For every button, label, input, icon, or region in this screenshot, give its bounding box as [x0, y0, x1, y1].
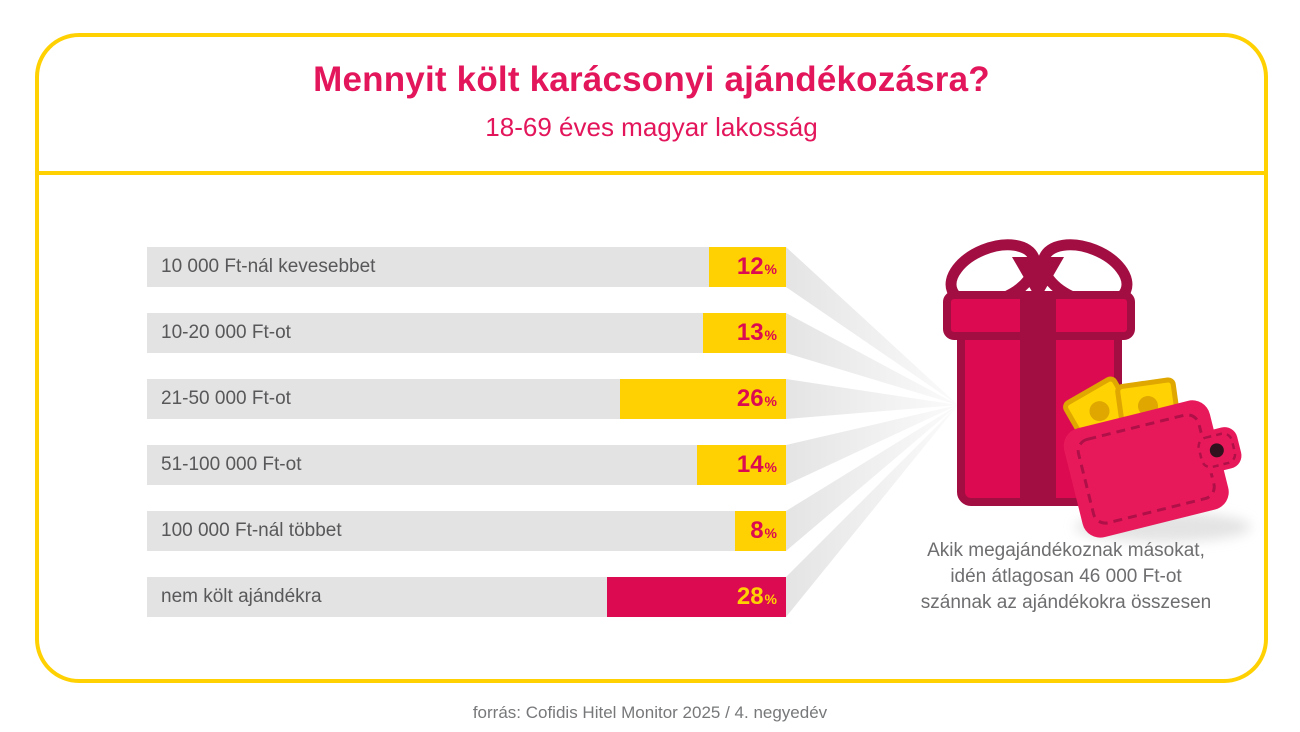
bar-value-segment: 8% — [734, 511, 786, 551]
bar-category-label: 10-20 000 Ft-ot — [161, 322, 291, 343]
bar-row: 10 000 Ft-nál kevesebbet 12% — [147, 247, 786, 287]
bar-value-label: 28% — [736, 583, 777, 610]
bar-value-label: 13% — [736, 319, 777, 346]
annotation-line: idén átlagosan 46 000 Ft-ot — [950, 566, 1182, 587]
card-border — [35, 33, 1268, 683]
bar-value-segment: 14% — [696, 445, 786, 485]
bar-row: 21-50 000 Ft-ot 26% — [147, 379, 786, 419]
bar-category-label: 10 000 Ft-nál kevesebbet — [161, 256, 376, 277]
annotation-text: Akik megajándékoznak másokat, idén átlag… — [890, 538, 1242, 616]
page-title: Mennyit költ karácsonyi ajándékozásra? — [313, 60, 990, 99]
bar-row: 10-20 000 Ft-ot 13% — [147, 313, 786, 353]
bar-value-segment: 26% — [619, 379, 786, 419]
bar-value-label: 14% — [736, 451, 777, 478]
annotation-line: szánnak az ajándékokra összesen — [920, 592, 1212, 613]
bar-category-label: 51-100 000 Ft-ot — [161, 454, 302, 475]
bar-value-label: 26% — [736, 385, 777, 412]
bar-row: nem költ ajándékra 28% — [147, 577, 786, 617]
annotation-line: Akik megajándékoznak másokat, — [927, 540, 1205, 561]
bar-category-label: 21-50 000 Ft-ot — [161, 388, 291, 409]
page-subtitle: 18-69 éves magyar lakosság — [485, 112, 818, 142]
bar-value-label: 8% — [750, 517, 777, 544]
bar-value-label: 12% — [736, 253, 777, 280]
bar-value-segment: 28% — [607, 577, 786, 617]
header-divider — [37, 171, 1266, 175]
source-footnote: forrás: Cofidis Hitel Monitor 2025 / 4. … — [472, 703, 828, 722]
bar-value-segment: 13% — [702, 313, 786, 353]
bar-category-label: 100 000 Ft-nál többet — [161, 520, 342, 541]
bar-category-label: nem költ ajándékra — [161, 586, 322, 607]
bar-row: 51-100 000 Ft-ot 14% — [147, 445, 786, 485]
bar-row: 100 000 Ft-nál többet 8% — [147, 511, 786, 551]
bar-value-segment: 12% — [709, 247, 786, 287]
